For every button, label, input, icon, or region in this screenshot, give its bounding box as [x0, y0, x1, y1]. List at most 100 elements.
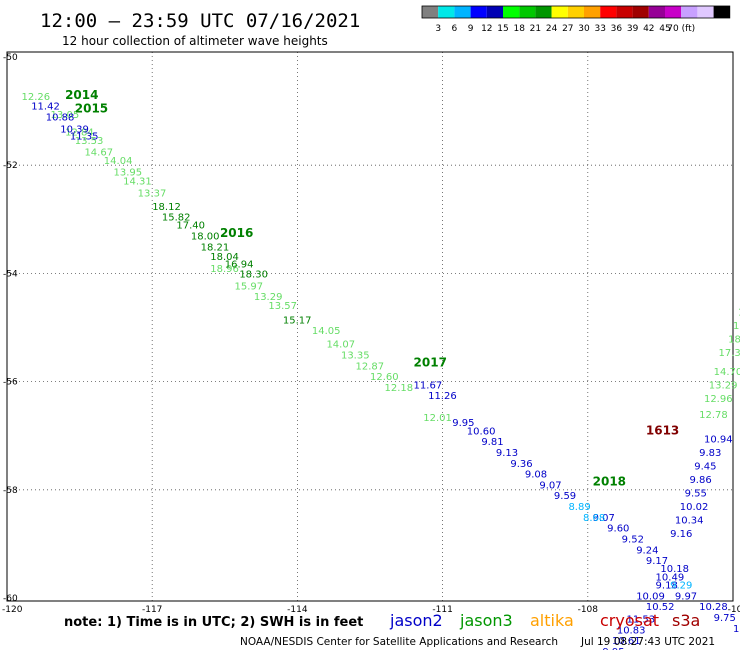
data-point-label: 8.68 [583, 513, 605, 524]
colorbar-tick-label: 33 [594, 24, 605, 34]
data-point-label: 9.08 [525, 470, 547, 481]
data-point-label: 12.18 [385, 383, 414, 394]
colorbar-tick-label: 30 [578, 24, 590, 34]
data-point-label: 16.94 [225, 260, 254, 271]
colorbar-tick-label: 45 [659, 24, 670, 34]
data-point-label: 18.12 [152, 202, 181, 213]
time-label: 2014 [65, 88, 98, 102]
data-point-label: 10.02 [680, 502, 709, 513]
data-point-label: 9.97 [675, 591, 697, 602]
colorbar-swatch [697, 6, 714, 18]
satellite-legend-item: altika [530, 611, 574, 630]
x-tick-label: -10 [728, 605, 740, 615]
y-tick-label: -52 [3, 161, 18, 171]
time-label: 2017 [414, 356, 447, 370]
data-point-label: 12.01 [423, 413, 452, 424]
colorbar-tick-label: 42 [643, 24, 654, 34]
data-point-label: 12.84 [65, 128, 94, 139]
data-point-label: 11.42 [31, 102, 60, 113]
data-point-label: 10.55 [733, 624, 740, 635]
x-tick-label: -114 [287, 605, 308, 615]
data-point-label: 17.40 [176, 221, 205, 232]
data-point-label: 9.36 [510, 459, 532, 470]
colorbar-tick-label: 24 [546, 24, 558, 34]
data-point-label: 8.89 [568, 502, 590, 513]
colorbar-tick-label: 9 [468, 24, 474, 34]
data-point-label: 9.60 [607, 524, 629, 535]
x-tick-label: -111 [432, 605, 452, 615]
data-point-label: 10.60 [467, 426, 496, 437]
satellite-legend-item: jason2 [389, 611, 443, 630]
colorbar-tick-label: 36 [611, 24, 623, 34]
plot-frame [6, 51, 734, 602]
colorbar-swatch [519, 6, 536, 18]
data-point-label: 9.52 [622, 534, 644, 545]
colorbar-swatch [486, 6, 503, 18]
data-point-label: 17.37 [718, 348, 740, 359]
colorbar-swatch [438, 6, 455, 18]
colorbar-swatch [681, 6, 698, 18]
colorbar-swatch [665, 6, 682, 18]
data-point-label: 10.52 [646, 602, 675, 613]
data-point-label: 13.35 [341, 351, 370, 362]
data-point-label: 9.95 [602, 647, 624, 650]
data-point-label: 10.18 [660, 564, 689, 575]
data-point-label: 13.53 [75, 136, 104, 147]
data-point-label: 9.29 [670, 580, 692, 591]
data-point-label: 13.37 [138, 188, 167, 199]
data-point-label: 18.30 [239, 269, 268, 280]
x-tick-label: -117 [142, 605, 162, 615]
colorbar-swatch [470, 6, 487, 18]
data-point-label: 14.67 [84, 148, 113, 159]
chart-subtitle: 12 hour collection of altimeter wave hei… [62, 34, 328, 48]
data-point-label: 10.94 [704, 434, 733, 445]
data-point-label: 9.95 [452, 418, 474, 429]
data-point-label: 9.07 [539, 480, 561, 491]
satellite-legend-item: s3a [672, 611, 700, 630]
data-point-label: 13.57 [268, 301, 297, 312]
colorbar-tick-label: 12 [481, 24, 492, 34]
data-point-label: 18.75 [728, 334, 740, 345]
data-point-label: 10.28 [699, 602, 728, 613]
colorbar-swatch [648, 6, 665, 18]
data-point-label: 10.88 [46, 113, 75, 124]
y-tick-label: -60 [3, 594, 18, 604]
data-point-label: 10.34 [675, 516, 704, 527]
data-point-label: 11.67 [414, 380, 443, 391]
data-point-label: 10.49 [656, 572, 685, 583]
data-point-label: 9.16 [670, 529, 692, 540]
data-point-label: 9.86 [689, 475, 711, 486]
colorbar-tick-label: 15 [497, 24, 508, 34]
colorbar-swatch [616, 6, 633, 18]
footer-credit: NOAA/NESDIS Center for Satellite Applica… [240, 636, 558, 648]
data-point-label: 14.05 [312, 326, 341, 337]
data-point-label: 13.29 [254, 292, 283, 303]
data-point-label: 9.17 [646, 556, 668, 567]
data-point-label: 9.55 [685, 489, 707, 500]
data-point-label: 12.26 [22, 92, 51, 103]
footer-timestamp: Jul 19 08:27:43 UTC 2021 [580, 636, 715, 648]
data-point-label: 12.60 [370, 372, 399, 383]
data-point-label: 14.70 [714, 367, 740, 378]
data-point-label: 18.00 [191, 232, 220, 243]
data-point-label: 18.21 [201, 242, 230, 253]
colorbar-tick-label: 18 [513, 24, 525, 34]
data-point-label: 15.82 [162, 213, 191, 224]
plot-grid [7, 52, 733, 601]
colorbar-swatch [567, 6, 584, 18]
data-point-label: 11.26 [428, 391, 457, 402]
data-point-label: 17.88 [733, 321, 740, 332]
y-tick-label: -54 [3, 269, 18, 279]
data-point-label: 10.09 [636, 591, 665, 602]
y-tick-label: -58 [3, 486, 18, 496]
colorbar-swatch [535, 6, 552, 18]
colorbar-tick-label: 39 [627, 24, 639, 34]
data-point-label: 9.83 [699, 448, 721, 459]
x-tick-label: -120 [2, 605, 23, 615]
time-label: 2018 [593, 475, 626, 489]
data-point-label: 12.96 [704, 394, 733, 405]
data-point-label: 14.07 [326, 340, 355, 351]
data-point-label: 10.83 [617, 625, 646, 636]
